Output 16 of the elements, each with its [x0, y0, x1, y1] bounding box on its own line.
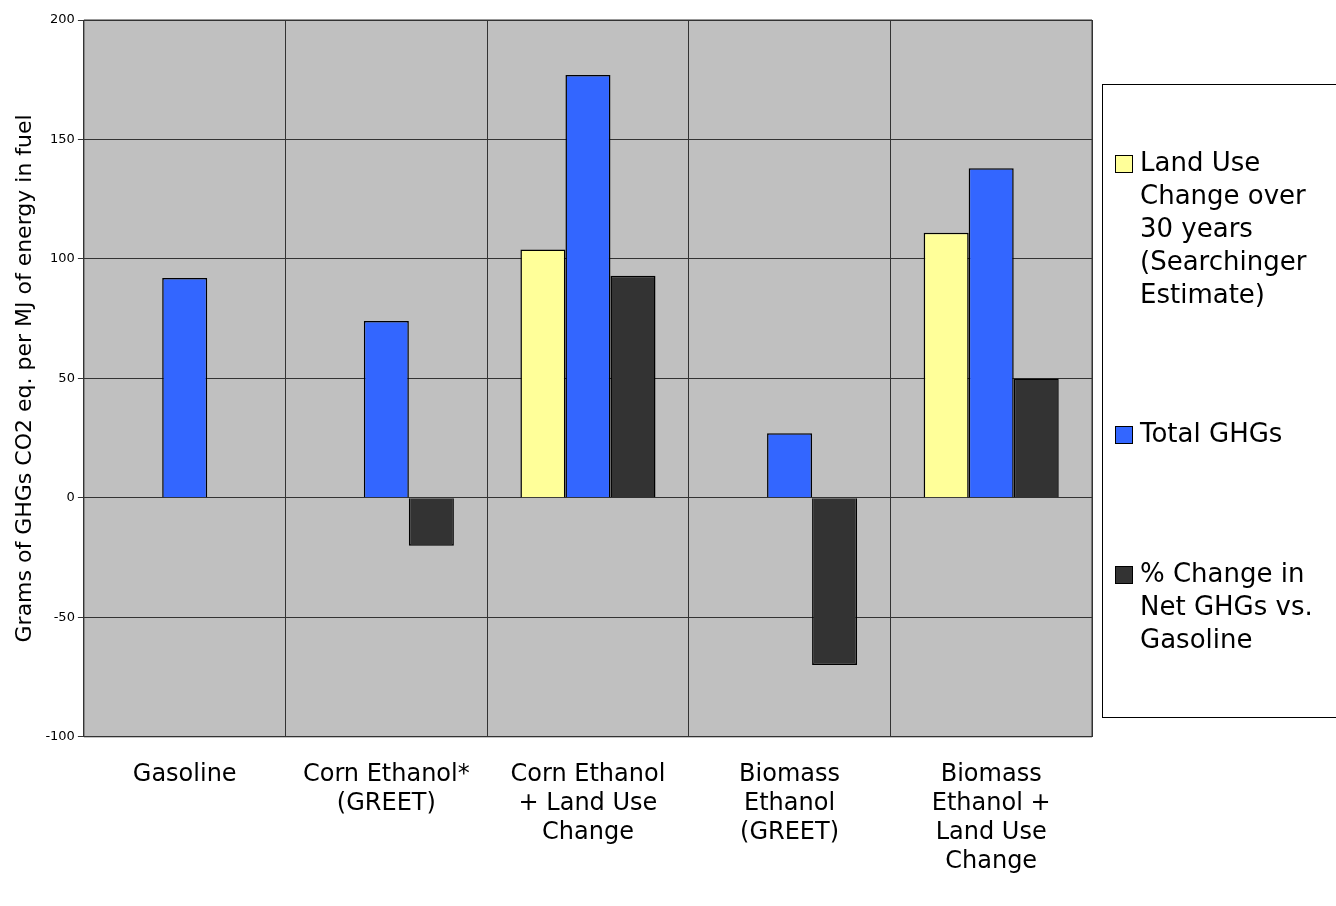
- legend-label: % Change in Net GHGs vs. Gasoline: [1140, 556, 1314, 656]
- x-tick-label: Corn Ethanol + Land Use Change: [510, 759, 666, 846]
- y-axis-title: Grams of GHGs CO2 eq. per MJ of energy in fuel: [10, 114, 36, 643]
- y-tick-label: -100: [45, 728, 75, 744]
- x-tick-label: Biomass Ethanol + Land Use Change: [931, 759, 1051, 874]
- y-tick-label: -50: [53, 608, 75, 624]
- y-tick-label: 50: [58, 369, 75, 385]
- x-tick-label: Gasoline: [132, 759, 237, 788]
- y-tick-label: 150: [50, 130, 75, 146]
- x-tick-label: Biomass Ethanol (GREET): [739, 759, 841, 846]
- y-tick-label: 200: [50, 11, 75, 27]
- y-tick-label: 100: [50, 250, 75, 266]
- y-tick-label: 0: [66, 489, 75, 505]
- legend-label: Total GHGs: [1140, 417, 1283, 451]
- x-tick-label: Corn Ethanol* (GREET): [302, 759, 470, 817]
- legend-label: Land Use Change over 30 years (Searchinger Estimate): [1140, 146, 1308, 312]
